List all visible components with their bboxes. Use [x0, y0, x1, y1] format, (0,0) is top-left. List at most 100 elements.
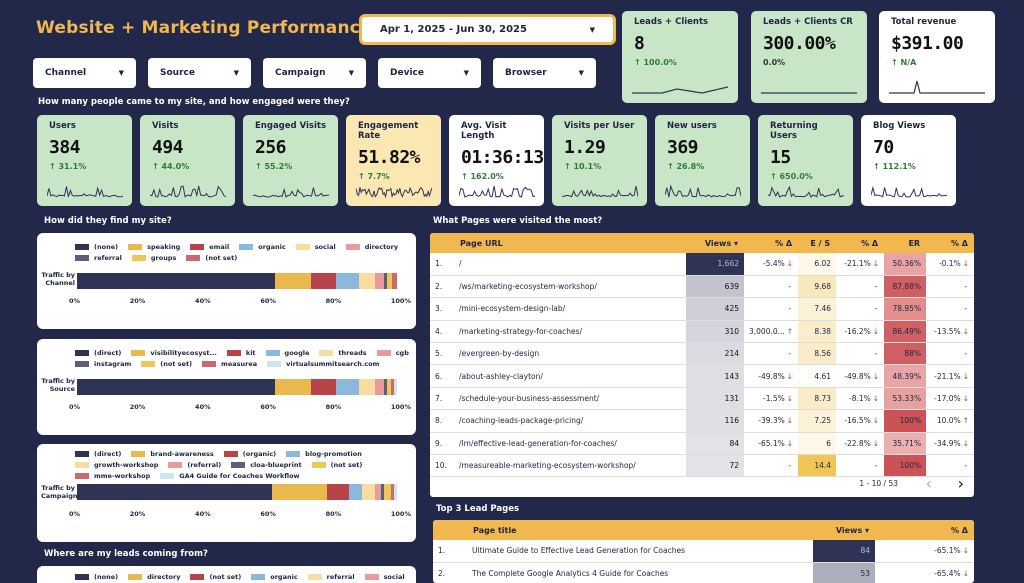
legend-item[interactable]: threads [319, 349, 367, 357]
legend-item[interactable]: organic [251, 573, 298, 581]
col-views[interactable]: Views ▾ [813, 520, 875, 540]
bar-segment[interactable] [336, 379, 359, 395]
bar-segment[interactable] [358, 379, 375, 395]
bar-segment[interactable] [310, 273, 337, 289]
col-es[interactable]: E / S [798, 233, 837, 253]
legend-item[interactable]: instagram [75, 360, 131, 368]
bar-segment[interactable] [348, 484, 362, 500]
legend-item[interactable]: brand-awareness [131, 450, 214, 458]
legend-item[interactable]: (organic) [223, 450, 276, 458]
legend-item[interactable]: (referral) [168, 461, 221, 469]
bar-segment[interactable] [380, 484, 385, 500]
prev-page-icon[interactable]: ‹ [925, 474, 932, 493]
bar-segment[interactable] [374, 379, 385, 395]
legend-item[interactable]: kit [226, 349, 256, 357]
bar-segment[interactable] [384, 379, 388, 395]
col-page-url[interactable]: Page URL [454, 233, 686, 253]
table-row[interactable]: 4. /marketing-strategy-for-coaches/310 3,0… [430, 320, 974, 344]
channel-filter[interactable]: Channel ▼ [33, 58, 136, 88]
stacked-bar[interactable] [77, 379, 397, 395]
bar-segment[interactable] [387, 379, 391, 395]
bar-segment[interactable] [326, 484, 349, 500]
browser-filter[interactable]: Browser ▼ [493, 58, 596, 88]
bar-segment[interactable] [387, 273, 393, 289]
legend-item[interactable]: virtualsummitsearch.com [267, 360, 379, 368]
bar-segment[interactable] [336, 273, 359, 289]
legend-item[interactable]: blog-promotion [286, 450, 362, 458]
legend-swatch [226, 350, 241, 356]
col-er-delta[interactable]: % Δ [926, 233, 974, 253]
bar-segment[interactable] [310, 379, 337, 395]
bar-segment[interactable] [272, 484, 327, 500]
col-views-delta[interactable]: % Δ [744, 233, 799, 253]
bar-segment[interactable] [393, 484, 397, 500]
bar-segment[interactable] [77, 379, 276, 395]
legend-item[interactable]: organic [239, 243, 286, 251]
bar-segment[interactable] [77, 484, 273, 500]
legend-item[interactable]: (not set) [141, 360, 192, 368]
legend-item[interactable]: directory [345, 243, 398, 251]
legend-item[interactable]: (not set) [311, 461, 362, 469]
legend-item[interactable]: (direct) [75, 450, 121, 458]
table-row[interactable]: 9. /lm/effective-lead-generation-for-coac… [430, 432, 974, 456]
legend-item[interactable]: (none) [75, 573, 118, 581]
col-views-delta[interactable]: % Δ [875, 520, 974, 540]
table-row[interactable]: 7. /schedule-your-business-assessment/131… [430, 387, 974, 411]
bar-segment[interactable] [390, 484, 394, 500]
legend-item[interactable]: cloa-blueprint [231, 461, 302, 469]
pages-table-card: Page URL Views ▾ % Δ E / S % Δ ER % Δ 1.… [430, 233, 974, 497]
bar-segment[interactable] [361, 484, 375, 500]
legend-item[interactable]: visibilityecosyst... [131, 349, 217, 357]
legend-item[interactable]: measurea [202, 360, 257, 368]
bar-segment[interactable] [275, 379, 311, 395]
table-row[interactable]: 10. /measureable-marketing-ecosystem-work… [430, 454, 974, 478]
legend-item[interactable]: growth-workshop [75, 461, 158, 469]
stacked-bar[interactable] [77, 484, 397, 500]
bar-segment[interactable] [374, 273, 385, 289]
bar-segment[interactable] [275, 273, 311, 289]
device-filter[interactable]: Device ▼ [378, 58, 481, 88]
legend-item[interactable]: (not set) [190, 573, 241, 581]
legend-label: groups [150, 254, 177, 262]
legend-item[interactable]: referral [307, 573, 355, 581]
table-row[interactable]: 5. /evergreen-by-design 214 - 8.56 - 88% - [430, 342, 974, 366]
table-row[interactable]: 3. /mini-ecosystem-design-lab/425 - 7.46 - 78… [430, 297, 974, 321]
legend-item[interactable]: referral [75, 254, 122, 262]
bar-segment[interactable] [384, 273, 388, 289]
table-row[interactable]: 8. /coaching-leads-package-pricing/116 -39… [430, 409, 974, 433]
campaign-filter[interactable]: Campaign ▼ [263, 58, 366, 88]
legend-item[interactable]: social [295, 243, 336, 251]
legend-item[interactable]: email [190, 243, 229, 251]
legend-item[interactable]: groups [131, 254, 177, 262]
legend-item[interactable]: (none) [75, 243, 118, 251]
table-row[interactable]: 2. /ws/marketing-ecosystem-workshop/639 - 9… [430, 275, 974, 299]
next-page-icon[interactable]: › [957, 474, 964, 493]
table-row[interactable]: 6./about-ashley-clayton/143 -49.8% ↓ 4.61 -4… [430, 364, 974, 388]
stacked-bar[interactable] [77, 273, 397, 289]
bar-segment[interactable] [374, 484, 381, 500]
table-row[interactable]: 1./1,662 -5.4% ↓ 6.02 -21.1% ↓ 50.36% -0.1% ↓ [430, 253, 974, 276]
legend-item[interactable]: GA4 Guide for Coaches Workflow [160, 472, 300, 480]
legend-item[interactable]: (not set) [186, 254, 237, 262]
source-filter[interactable]: Source ▼ [148, 58, 251, 88]
bar-segment[interactable] [77, 273, 276, 289]
col-er[interactable]: ER [884, 233, 927, 253]
col-es-delta[interactable]: % Δ [836, 233, 885, 253]
bar-segment[interactable] [384, 484, 391, 500]
table-row[interactable]: 2. The Complete Google Analytics 4 Guide … [433, 562, 974, 583]
bar-segment[interactable] [393, 379, 397, 395]
legend-item[interactable]: cgb [376, 349, 409, 357]
table-row[interactable]: 1. Ultimate Guide to Effective Lead Gener… [433, 540, 974, 563]
date-range-picker[interactable]: Apr 1, 2025 - Jun 30, 2025 ▼ [359, 14, 616, 45]
col-page-title[interactable]: Page title [467, 520, 813, 540]
bar-segment[interactable] [390, 379, 394, 395]
legend-item[interactable]: social [364, 573, 405, 581]
legend-item[interactable]: mme-workshop [75, 472, 150, 480]
legend-item[interactable]: (direct) [75, 349, 121, 357]
col-views[interactable]: Views ▾ [686, 233, 744, 253]
bar-segment[interactable] [358, 273, 375, 289]
legend-item[interactable]: speaking [128, 243, 180, 251]
legend-item[interactable]: google [265, 349, 309, 357]
bar-segment[interactable] [392, 273, 397, 289]
legend-item[interactable]: directory [128, 573, 180, 581]
